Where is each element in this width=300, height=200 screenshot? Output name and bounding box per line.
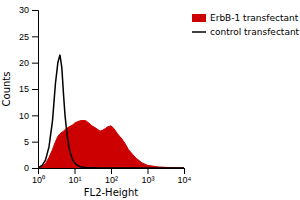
tick-label: 10² (105, 175, 118, 185)
legend: ErbB-1 transfectant control transfectant (192, 13, 300, 37)
tick-mark (75, 168, 76, 174)
tick-mark (32, 89, 38, 90)
y-axis-line (32, 11, 39, 169)
plot: 10⁰ 10¹ 10² 10³ 10⁴ 0 5 10 15 20 25 30 (19, 5, 192, 185)
marks (38, 55, 184, 168)
tick-label: 30 (19, 5, 29, 15)
tick: 10² (105, 168, 118, 185)
tick: 10 (19, 111, 38, 121)
tick: 5 (24, 137, 38, 147)
tick: 10³ (141, 168, 154, 185)
tick: 10⁰ (32, 168, 45, 185)
chart: 10⁰ 10¹ 10² 10³ 10⁴ 0 5 10 15 20 25 30 FL2-Height Cou… (0, 0, 300, 200)
tick-label: 10³ (141, 175, 154, 185)
legend-swatch (192, 14, 206, 22)
tick-label: 15 (19, 84, 29, 94)
tick-mark (148, 168, 149, 174)
tick-mark (184, 168, 185, 174)
tick: 30 (19, 5, 38, 15)
legend-swatch (192, 31, 206, 33)
x-axis-title: FL2-Height (84, 187, 138, 198)
tick: 10¹ (68, 168, 81, 185)
x-axis: 10⁰ 10¹ 10² 10³ 10⁴ (32, 168, 192, 185)
tick-label: 10⁴ (178, 175, 192, 185)
tick-label: 20 (19, 58, 29, 68)
tick-mark (32, 10, 38, 11)
tick-label: 25 (19, 32, 29, 42)
tick: 10⁴ (178, 168, 192, 185)
tick: 15 (19, 84, 38, 94)
tick-mark (111, 168, 112, 174)
tick: 0 (24, 163, 38, 173)
tick-mark (32, 63, 38, 64)
legend-label: control transfectant (210, 27, 300, 37)
tick-mark (32, 115, 38, 116)
tick-mark (32, 142, 38, 143)
tick: 20 (19, 58, 38, 68)
y-axis: 0 5 10 15 20 25 30 (19, 5, 39, 173)
tick: 25 (19, 32, 38, 42)
tick-label: 0 (24, 163, 29, 173)
area (38, 121, 184, 168)
tick-label: 10¹ (68, 175, 81, 185)
tick-label: 10⁰ (32, 175, 45, 185)
tick-label: 10 (19, 111, 29, 121)
tick-mark (32, 168, 38, 169)
legend-item: control transfectant (192, 27, 300, 37)
legend-item: ErbB-1 transfectant (192, 13, 299, 23)
legend-label: ErbB-1 transfectant (210, 13, 299, 23)
tick-label: 5 (24, 137, 29, 147)
x-axis-line (39, 169, 185, 175)
line (38, 55, 184, 168)
y-axis-title: Counts (1, 72, 12, 107)
tick-mark (32, 36, 38, 37)
